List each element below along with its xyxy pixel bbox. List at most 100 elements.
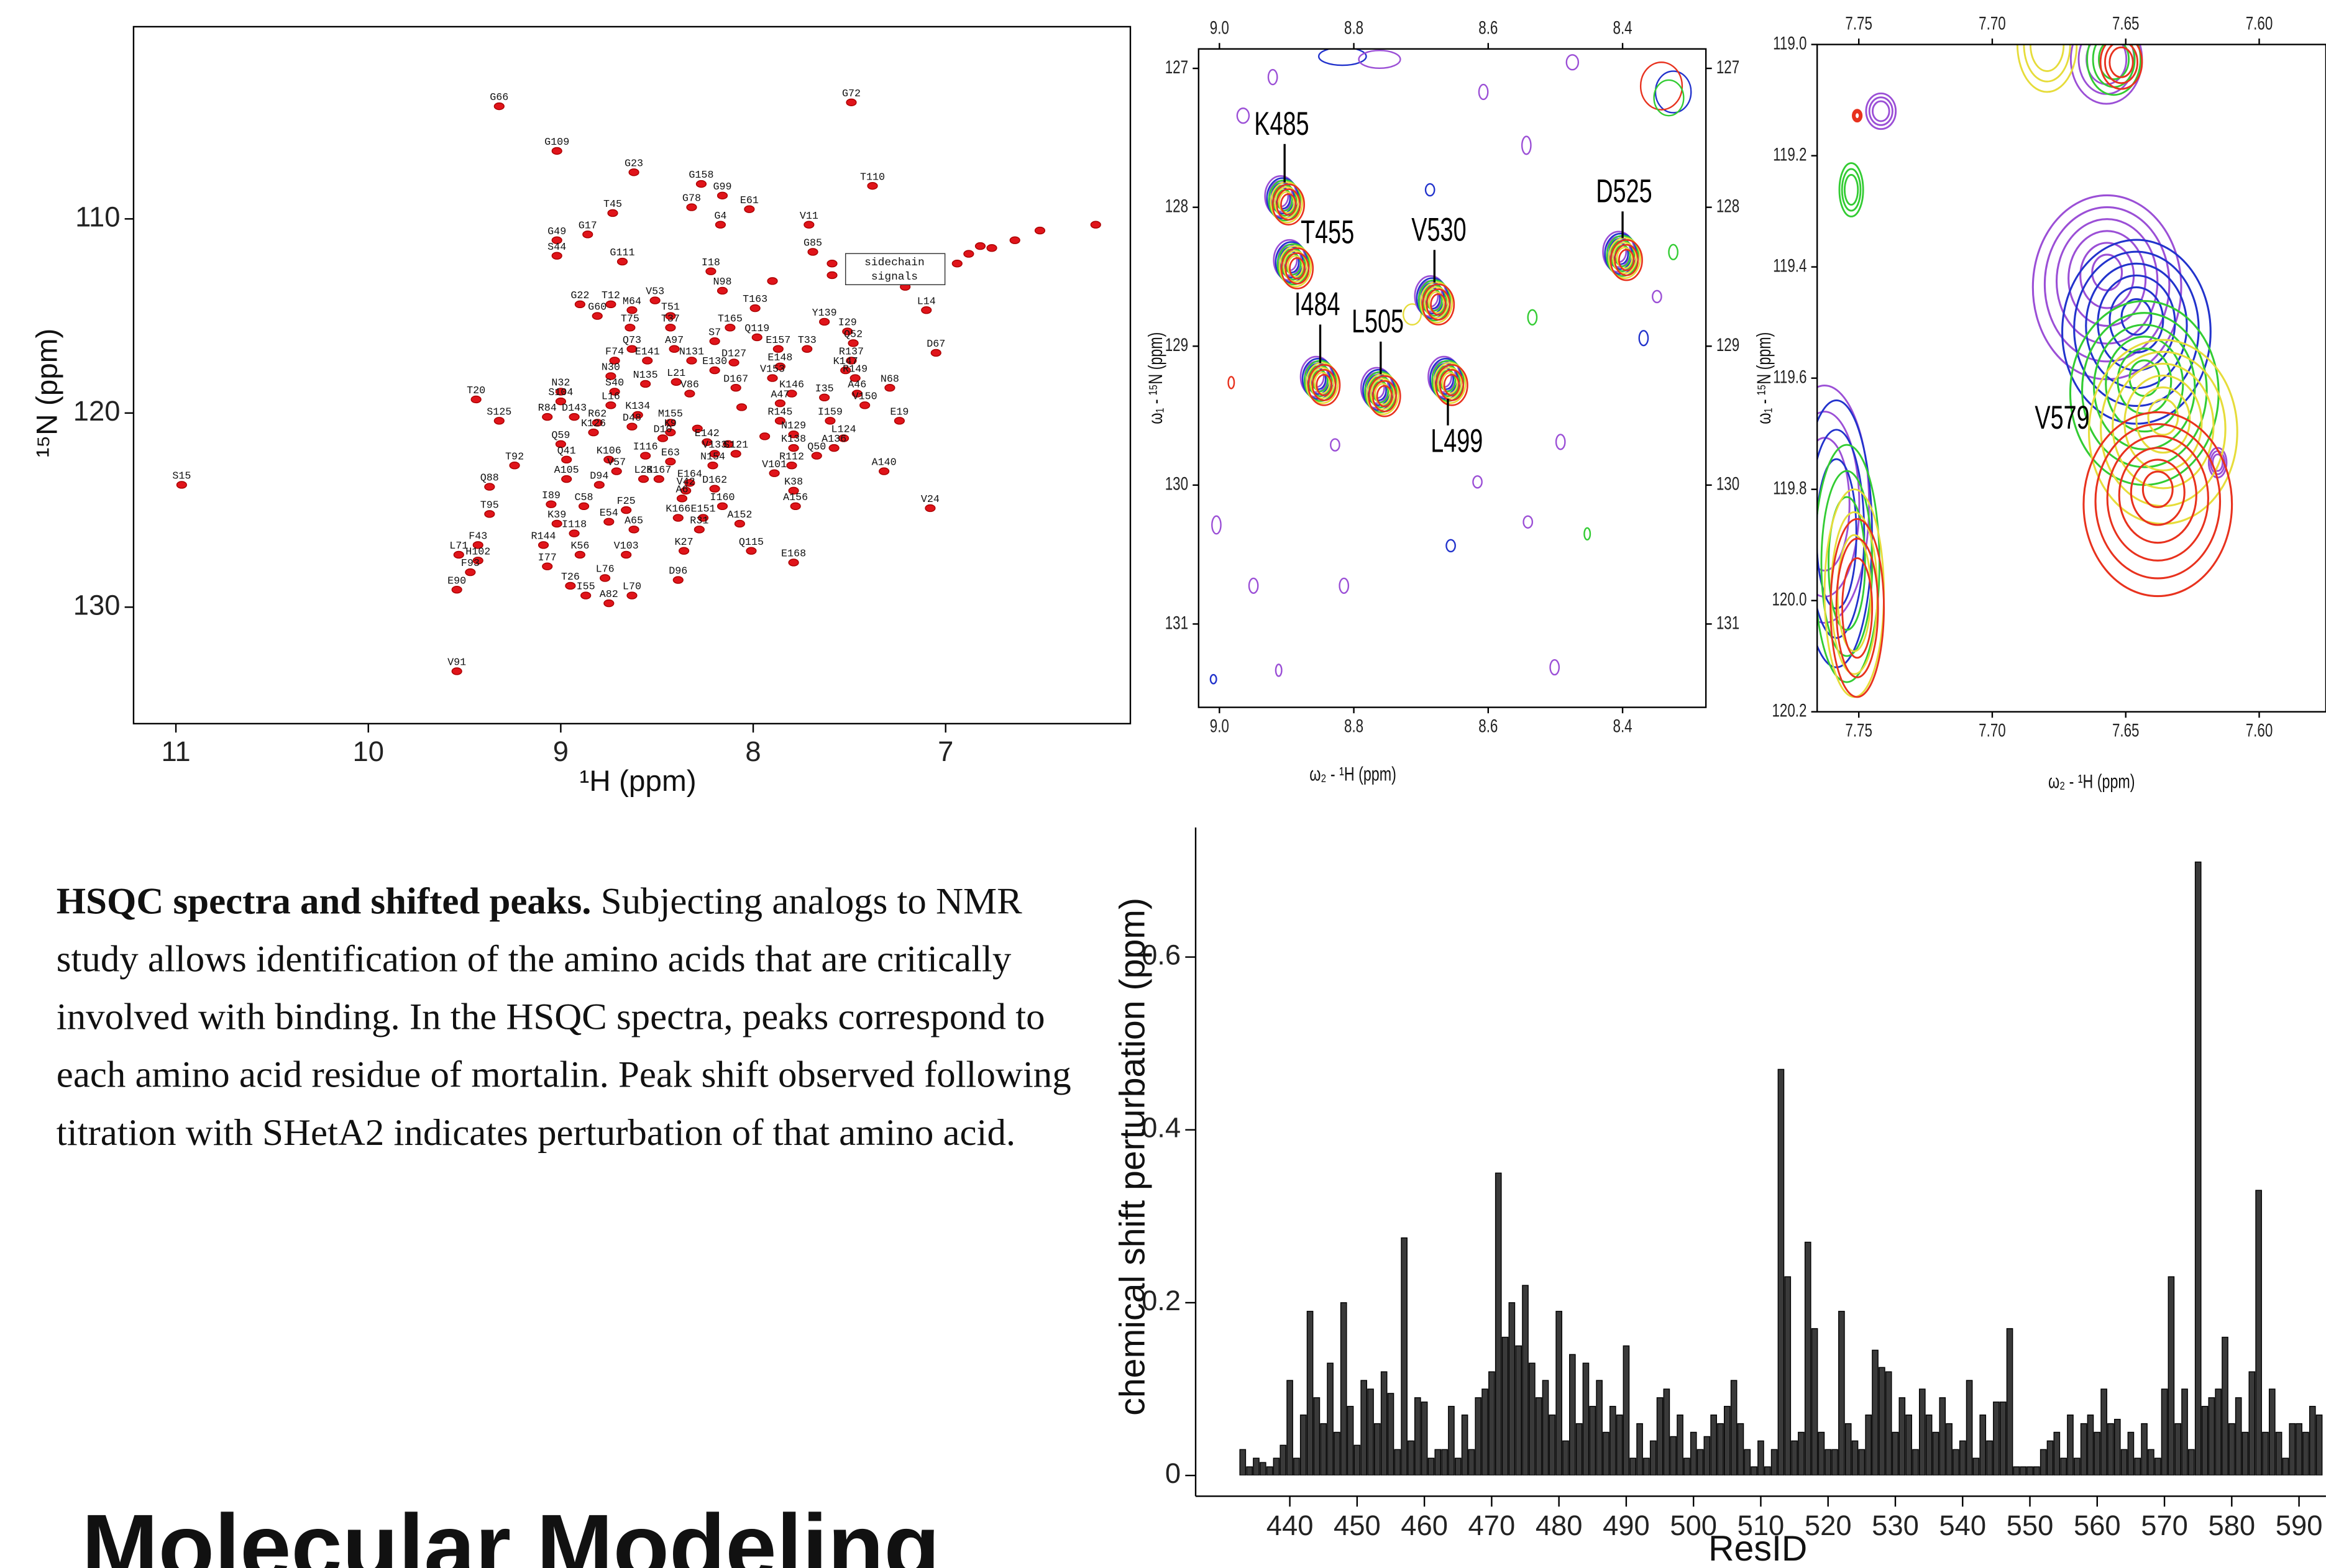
bar	[1724, 1406, 1731, 1476]
peak	[493, 102, 505, 111]
bar	[1804, 1241, 1811, 1476]
peak-contour	[1284, 252, 1310, 285]
peak-label: G85	[804, 238, 822, 250]
peak	[555, 388, 566, 396]
peak	[680, 486, 692, 495]
caption-box: HSQC spectra and shifted peaks. Subjecti…	[57, 879, 1071, 1154]
peak-contour	[2130, 458, 2186, 526]
bar	[2296, 1423, 2302, 1476]
peak	[751, 333, 762, 342]
peak-contour	[1270, 181, 1303, 224]
peak-label: E148	[767, 352, 792, 364]
bar	[1448, 1406, 1455, 1476]
peak-contour	[1437, 367, 1462, 399]
peak-label: T20	[467, 385, 485, 397]
bar	[1542, 1380, 1549, 1476]
peak	[819, 393, 830, 402]
peak	[774, 417, 785, 425]
x-tick-label: 10	[353, 736, 384, 767]
peak	[484, 510, 495, 518]
peak	[709, 485, 720, 493]
peak	[665, 457, 676, 466]
bar	[1568, 1354, 1576, 1476]
peak	[611, 467, 622, 475]
bar	[1905, 1414, 1912, 1476]
x-axis-title: ω₂ - ¹H (ppm)	[1309, 763, 1396, 785]
peak-label: N154	[700, 451, 725, 463]
peak-label: L28	[634, 465, 653, 476]
peak-label: S40	[605, 378, 624, 390]
bar	[2040, 1449, 2047, 1476]
peak	[767, 277, 778, 285]
background-contour	[1865, 92, 1897, 130]
bar	[2060, 1457, 2067, 1476]
peak	[580, 591, 592, 599]
peak-contour	[1424, 286, 1449, 319]
peak-label: E164	[677, 468, 702, 480]
peak	[678, 547, 690, 555]
background-contour	[1820, 470, 1874, 657]
background-contour	[1248, 577, 1259, 594]
background-contour	[1841, 557, 1874, 659]
peak	[676, 495, 688, 503]
peak-label: L124	[831, 424, 856, 436]
bar	[1912, 1449, 1919, 1476]
peak-label: R112	[779, 451, 804, 463]
y-axis-title: chemical shift perturbation (ppm)	[1112, 898, 1152, 1416]
y-tick-label: 0	[1165, 1457, 1181, 1489]
peak	[465, 568, 476, 577]
bar	[1347, 1406, 1354, 1476]
bar	[2067, 1414, 2074, 1476]
peak-label: L14	[917, 296, 936, 308]
peak-contour	[1305, 362, 1339, 404]
bar	[1623, 1345, 1630, 1476]
x-tick-label: 9	[553, 736, 569, 767]
bar	[2228, 1423, 2235, 1476]
peak-contour	[1614, 244, 1639, 276]
bar	[1273, 1457, 1280, 1476]
peak-label: K146	[779, 380, 804, 391]
peak-label: N129	[781, 420, 806, 432]
peak	[694, 526, 705, 534]
peak-contour	[1278, 191, 1295, 214]
background-contour	[2023, 44, 2071, 83]
peak-label: I35	[815, 383, 834, 395]
peak	[551, 252, 562, 260]
peak-contour	[1616, 247, 1633, 270]
background-contour	[1841, 168, 1862, 212]
peak-contour	[2093, 324, 2196, 450]
x-tick-label: 8.4	[1613, 17, 1632, 39]
peak-label: V150	[853, 391, 877, 403]
peak-contour	[1276, 188, 1301, 221]
peak-label: A105	[554, 465, 579, 476]
x-tick-label: 590	[2276, 1510, 2323, 1541]
peak-label: G66	[490, 92, 508, 104]
peak	[640, 380, 651, 388]
peak-contour	[1283, 250, 1308, 283]
bar	[2026, 1466, 2033, 1476]
peak	[592, 312, 603, 320]
bar	[1515, 1345, 1522, 1476]
bar	[1879, 1367, 1885, 1476]
peak	[846, 98, 857, 107]
background-contour	[2016, 44, 2078, 93]
peak	[692, 424, 703, 433]
peak	[774, 399, 785, 408]
bar	[1401, 1237, 1408, 1476]
peak	[786, 390, 797, 398]
background-contour	[1275, 663, 1283, 677]
bar	[2013, 1466, 2020, 1476]
x-tick-label: 490	[1603, 1510, 1650, 1541]
peak-label: E19	[890, 406, 909, 418]
bar	[1932, 1431, 1939, 1476]
bar	[2046, 1440, 2054, 1476]
bar	[1522, 1285, 1529, 1476]
peak-label: D127	[721, 349, 746, 360]
peak	[846, 357, 857, 365]
peak-label: N32	[551, 378, 570, 390]
bar	[2073, 1457, 2081, 1476]
x-tick-label: 550	[2007, 1510, 2054, 1541]
peak-label: V101	[762, 459, 787, 471]
bar	[1986, 1440, 1993, 1476]
peak	[574, 550, 585, 559]
